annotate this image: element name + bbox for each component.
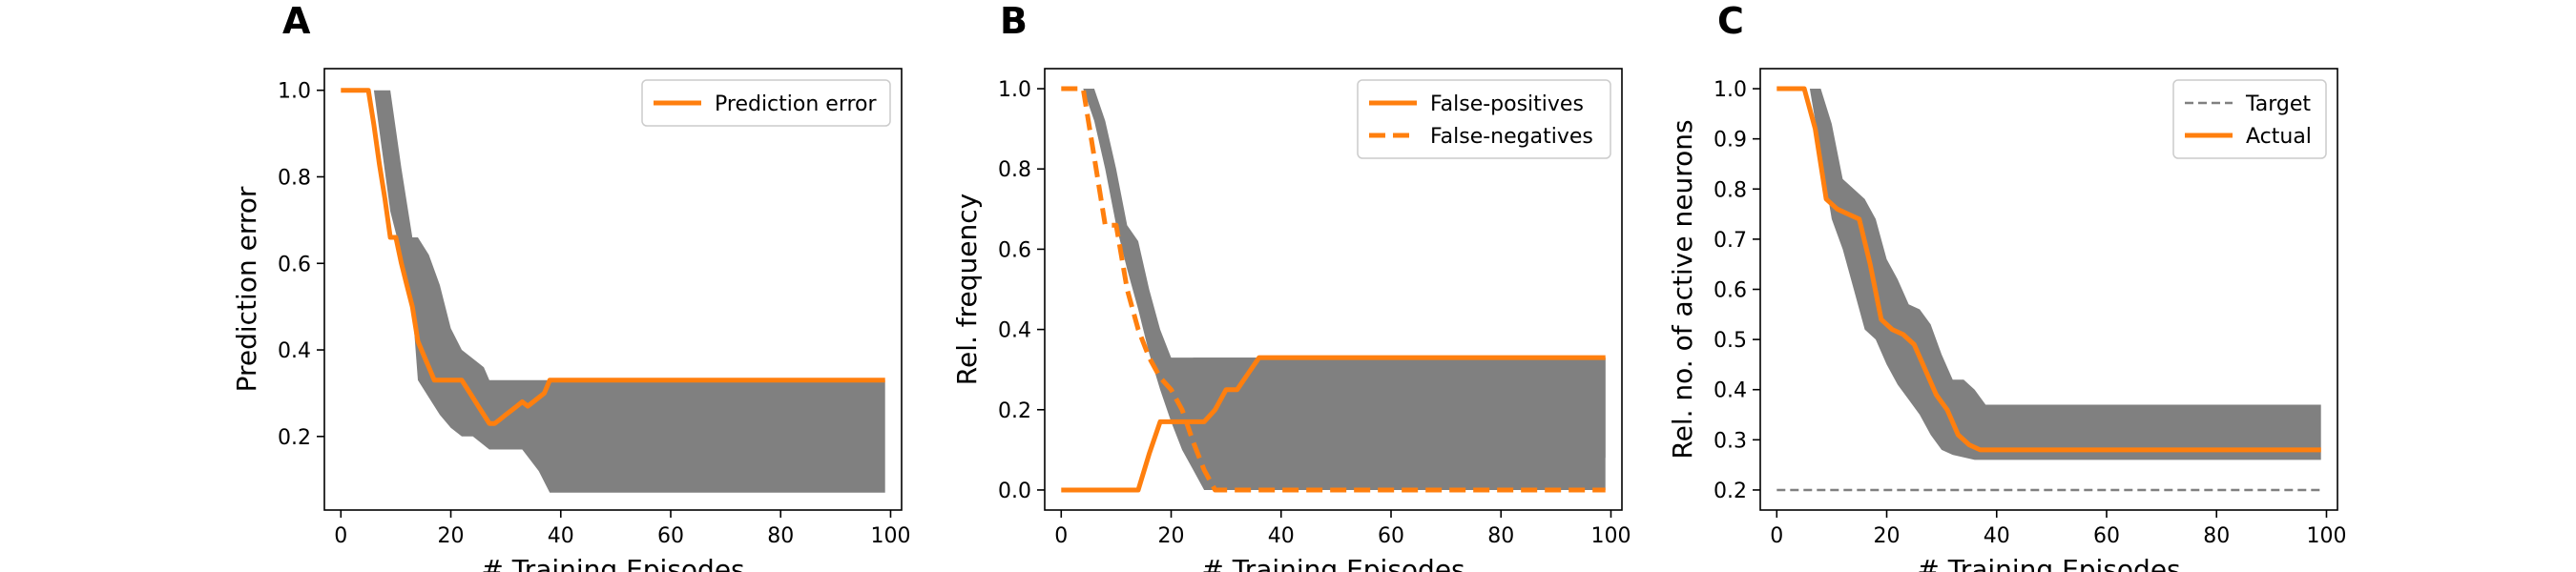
y-tick-label: 0.9 bbox=[1714, 129, 1747, 153]
y-tick-label: 1.0 bbox=[998, 78, 1031, 102]
y-tick-label: 0.6 bbox=[278, 253, 311, 276]
x-tick-label: 60 bbox=[1378, 524, 1404, 548]
y-tick-label: 0.6 bbox=[1714, 279, 1747, 303]
variability-band bbox=[1776, 89, 2321, 460]
legend-label: Prediction error bbox=[715, 92, 877, 116]
y-tick-label: 0.8 bbox=[1714, 178, 1747, 202]
y-tick-label: 0.8 bbox=[998, 158, 1031, 182]
y-tick-label: 0.3 bbox=[1714, 429, 1747, 453]
panel-letter: C bbox=[1717, 0, 1744, 42]
legend-box bbox=[2172, 79, 2327, 159]
panel-a: A 0 20 40 60 80 100 0.2 0.4 0.6 0.8 1.0 # Training E… bbox=[231, 0, 910, 572]
panel-letter: B bbox=[1000, 0, 1028, 42]
legend-label: False-negatives bbox=[1430, 125, 1593, 149]
x-tick-label: 100 bbox=[2306, 524, 2346, 548]
legend-label: Target bbox=[2245, 92, 2311, 116]
x-tick-label: 20 bbox=[1874, 524, 1901, 548]
y-tick-label: 0.2 bbox=[1714, 480, 1747, 503]
series-line-false-positives bbox=[1061, 355, 1606, 493]
x-tick-label: 100 bbox=[1590, 524, 1631, 548]
legend-box bbox=[1357, 79, 1611, 159]
y-tick-label: 0.4 bbox=[998, 319, 1031, 343]
axes-frame bbox=[1044, 68, 1623, 511]
x-tick-label: 80 bbox=[1487, 524, 1514, 548]
y-tick-label: 0.4 bbox=[278, 339, 311, 363]
x-tick-label: 100 bbox=[870, 524, 910, 548]
y-tick-label: 0.6 bbox=[998, 238, 1031, 262]
series-line-prediction-error bbox=[341, 88, 885, 426]
variability-band bbox=[1193, 358, 1606, 459]
x-tick-label: 40 bbox=[548, 524, 574, 548]
panel-b: B 0 20 40 60 80 100 0.0 0.2 0.4 0.6 0.8 1.0 # Trainin… bbox=[951, 0, 1631, 572]
x-tick-label: 80 bbox=[767, 524, 794, 548]
axes-frame bbox=[323, 68, 903, 511]
x-axis-label: # Training Episodes bbox=[1201, 554, 1465, 572]
legend-box bbox=[641, 79, 891, 127]
x-tick-label: 40 bbox=[1268, 524, 1295, 548]
y-tick-label: 1.0 bbox=[1714, 78, 1747, 102]
x-tick-label: 20 bbox=[1158, 524, 1185, 548]
y-tick-label: 0.5 bbox=[1714, 329, 1747, 353]
y-tick-label: 0.4 bbox=[1714, 379, 1747, 403]
y-tick-label: 0.7 bbox=[1714, 229, 1747, 253]
x-tick-label: 60 bbox=[657, 524, 684, 548]
x-tick-label: 60 bbox=[2093, 524, 2120, 548]
panel-c: C 0 20 40 60 80 100 0.2 0.3 0.4 0.5 0.6 0.7 0.8 0.9 1.0… bbox=[1667, 0, 2346, 572]
x-axis-label: # Training Episodes bbox=[481, 554, 744, 572]
y-tick-label: 0.8 bbox=[278, 166, 311, 190]
y-axis-label: Prediction error bbox=[231, 186, 262, 392]
x-tick-label: 80 bbox=[2203, 524, 2230, 548]
panel-letter: A bbox=[282, 0, 311, 42]
legend-label: False-positives bbox=[1430, 92, 1584, 116]
variability-band bbox=[341, 90, 885, 493]
x-tick-label: 40 bbox=[1984, 524, 2010, 548]
y-tick-label: 1.0 bbox=[278, 80, 311, 104]
x-tick-label: 20 bbox=[438, 524, 465, 548]
legend-label: Actual bbox=[2246, 125, 2312, 149]
series-line-actual bbox=[1776, 86, 2321, 453]
y-tick-label: 0.0 bbox=[998, 480, 1031, 503]
y-tick-label: 0.2 bbox=[998, 399, 1031, 423]
x-tick-label: 0 bbox=[334, 524, 347, 548]
x-tick-label: 0 bbox=[1770, 524, 1783, 548]
y-axis-label: Rel. frequency bbox=[951, 194, 983, 385]
series-line-false-negatives bbox=[1061, 86, 1606, 493]
y-tick-label: 0.2 bbox=[278, 426, 311, 450]
x-axis-label: # Training Episodes bbox=[1917, 554, 2180, 572]
y-axis-label: Rel. no. of active neurons bbox=[1667, 119, 1698, 459]
x-tick-label: 0 bbox=[1054, 524, 1068, 548]
